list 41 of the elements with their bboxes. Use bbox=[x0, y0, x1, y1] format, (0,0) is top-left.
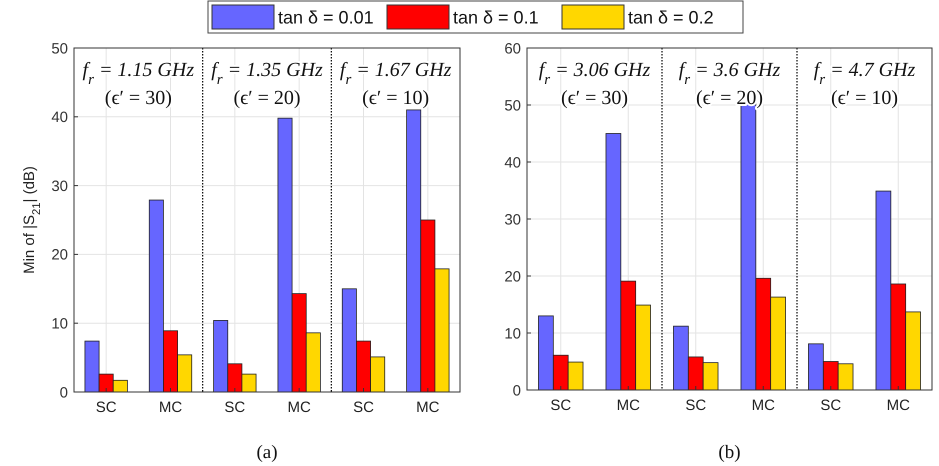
legend-label: tan δ = 0.01 bbox=[278, 7, 374, 28]
x-tick-label: SC bbox=[353, 399, 374, 416]
annotation: f$_{r}$ = 1.67 GHz bbox=[340, 59, 452, 88]
y-tick-label: 40 bbox=[504, 154, 521, 172]
annotation: f$_{r}$ = 3.06 GHz bbox=[538, 59, 650, 88]
x-tick-label: MC bbox=[158, 399, 182, 416]
x-tick-label: MC bbox=[886, 397, 910, 414]
text: (b) bbox=[718, 442, 741, 463]
y-tick-label: 50 bbox=[51, 40, 68, 58]
x-tick-label: MC bbox=[616, 397, 640, 414]
y-tick-label: 30 bbox=[51, 178, 68, 195]
y-tick-label: 60 bbox=[504, 40, 521, 58]
x-tick-label: SC bbox=[550, 397, 572, 414]
annotation: f$_{r}$ = 1.35 GHz bbox=[211, 59, 323, 88]
y-tick-label: 10 bbox=[51, 315, 68, 332]
x-tick-label: SC bbox=[96, 399, 117, 416]
y-tick-label: 20 bbox=[504, 268, 521, 286]
legend-label: tan δ = 0.2 bbox=[628, 7, 714, 28]
x-tick-label: SC bbox=[224, 399, 246, 416]
annotation: (ϵ′ = 30) bbox=[104, 87, 172, 109]
text: (a) bbox=[256, 442, 278, 463]
x-tick-label: MC bbox=[752, 397, 776, 414]
annotation: f$_{r}$ = 3.6 GHz bbox=[678, 59, 780, 88]
y-tick-label: 20 bbox=[51, 246, 68, 264]
y-tick-label: 40 bbox=[51, 109, 68, 126]
x-tick-label: SC bbox=[685, 397, 706, 414]
x-tick-label: MC bbox=[288, 399, 311, 416]
y-tick-label: 0 bbox=[512, 382, 521, 400]
annotation: f$_{r}$ = 1.15 GHz bbox=[82, 59, 194, 88]
annotation: (ϵ′ = 10) bbox=[830, 87, 898, 109]
y-tick-label: 0 bbox=[60, 384, 68, 402]
y-tick-label: 10 bbox=[504, 325, 521, 342]
annotation: (ϵ′ = 10) bbox=[362, 87, 430, 109]
y-tick-label: 30 bbox=[504, 211, 521, 228]
legend-label: tan δ = 0.1 bbox=[453, 7, 539, 28]
annotation: f$_{r}$ = 4.7 GHz bbox=[814, 59, 916, 88]
annotation: (ϵ′ = 20) bbox=[233, 87, 301, 109]
x-tick-label: MC bbox=[416, 399, 440, 416]
annotation: (ϵ′ = 30) bbox=[560, 87, 628, 109]
x-tick-label: SC bbox=[820, 397, 842, 414]
y-tick-label: 50 bbox=[504, 97, 521, 114]
